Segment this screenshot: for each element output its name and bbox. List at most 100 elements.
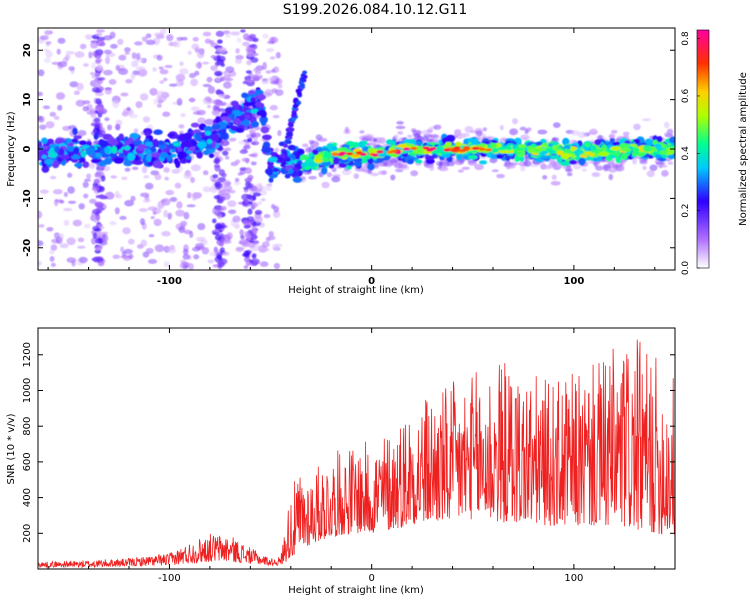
spectrogram-cell xyxy=(57,104,63,111)
spectrogram-cell xyxy=(126,106,131,111)
spectrogram-cell xyxy=(133,140,142,146)
spectrogram-cell xyxy=(183,172,193,180)
spectrogram-cell xyxy=(370,172,379,177)
spectrogram-cell xyxy=(396,121,404,125)
spectrogram-cell xyxy=(77,130,87,137)
spectrogram-cell xyxy=(457,169,464,173)
spectrogram-cell xyxy=(54,138,64,145)
spectrogram-cell xyxy=(364,133,374,140)
spectrogram-cell xyxy=(434,146,445,152)
spectrogram-cell xyxy=(105,56,110,65)
spectrogram-cell xyxy=(217,260,223,266)
spectrogram-cell xyxy=(180,113,186,118)
spectrogram-cell xyxy=(53,115,60,120)
spectrogram-cell xyxy=(225,155,230,160)
spectrogram-cell xyxy=(254,215,263,223)
spectrogram-cell xyxy=(333,157,340,165)
spectrogram-cell xyxy=(182,253,191,260)
spectrogram-cell xyxy=(188,97,196,103)
spectrogram-cell xyxy=(459,133,467,139)
colorbar-tick-label: 0.8 xyxy=(681,31,691,46)
spectrogram-cell xyxy=(519,126,527,131)
spectrogram-cell xyxy=(547,149,557,154)
snr-ytick-label: 200 xyxy=(22,524,33,543)
spectrogram-cell xyxy=(82,106,90,112)
spectrogram-cell xyxy=(251,254,257,259)
spectrogram-cell xyxy=(95,32,103,37)
spectrogram-cell xyxy=(274,147,280,153)
spectrogram-cell xyxy=(212,218,217,224)
spectrogram-cell xyxy=(41,154,47,159)
spectrogram-cell xyxy=(49,249,55,255)
spectrogram-cell xyxy=(214,182,223,190)
spectrogram-cell xyxy=(265,167,274,176)
spectrogram-cell xyxy=(490,142,498,149)
spectrogram-cell xyxy=(632,157,638,165)
spectrogram-cell xyxy=(359,130,365,134)
spectrogram-cell xyxy=(38,210,43,219)
spectrogram-cell xyxy=(147,259,158,264)
spectrogram-cell xyxy=(96,230,103,238)
spectrogram-cell xyxy=(140,218,145,226)
spectrogram-cell xyxy=(362,146,369,153)
spectrogram-cell xyxy=(260,126,270,134)
spectrogram-cell xyxy=(190,122,200,128)
spectrogram-cell xyxy=(94,117,101,124)
spectrogram-cell xyxy=(63,219,70,226)
spectrogram-ytick-label: -10 xyxy=(22,189,33,207)
spectrogram-cell xyxy=(94,52,102,59)
spectrogram-cell xyxy=(124,145,131,151)
spectrogram-cell xyxy=(397,164,408,169)
spectrogram-cell xyxy=(495,154,504,159)
spectrogram-cell xyxy=(124,167,131,172)
spectrogram-cell xyxy=(619,143,630,149)
spectrogram-cell xyxy=(107,124,113,131)
spectrogram-cell xyxy=(121,176,128,181)
spectrogram-cell xyxy=(72,127,78,136)
spectrogram-cell xyxy=(97,58,103,62)
spectrogram-cell xyxy=(245,167,252,175)
spectrogram-cell xyxy=(53,189,63,195)
spectrogram-cell xyxy=(245,134,252,139)
spectrogram-cell xyxy=(291,117,297,122)
spectrogram-cell xyxy=(228,209,237,215)
spectrogram-cell xyxy=(193,254,200,260)
spectrogram-cell xyxy=(300,83,305,87)
spectrogram-cell xyxy=(227,200,237,208)
spectrogram-cell xyxy=(146,154,152,163)
spectrogram-cell xyxy=(183,132,193,140)
spectrogram-cell xyxy=(286,131,292,136)
spectrogram-cell xyxy=(182,140,193,148)
spectrogram-cell xyxy=(413,148,424,154)
spectrogram-cell xyxy=(277,130,282,137)
spectrogram-cell xyxy=(429,134,439,138)
spectrogram-cell xyxy=(55,92,66,100)
spectrogram-cell xyxy=(159,80,165,84)
spectrogram-cell xyxy=(573,149,584,155)
spectrogram-cell xyxy=(474,163,484,171)
spectrogram-cell xyxy=(206,76,213,83)
spectrogram-ytick-label: 20 xyxy=(22,43,33,57)
spectrogram-cell xyxy=(661,170,669,177)
spectrogram-cell xyxy=(438,167,449,172)
spectrogram-cell xyxy=(118,54,127,61)
spectrogram-cell xyxy=(197,223,206,231)
spectrogram-cell xyxy=(165,189,175,196)
spectrogram-cell xyxy=(390,174,396,181)
spectrogram-cell xyxy=(66,257,77,263)
spectrogram-cell xyxy=(246,60,252,66)
spectrogram-cell xyxy=(222,185,233,192)
spectrogram-cell xyxy=(331,166,337,173)
spectrogram-cell xyxy=(123,160,133,167)
spectrogram-cell xyxy=(215,30,225,37)
spectrogram-cell xyxy=(43,58,51,63)
spectrogram-cell xyxy=(212,232,220,236)
spectrogram-cell xyxy=(302,143,309,148)
spectrogram-cell xyxy=(523,160,532,167)
spectrogram-cell xyxy=(482,127,488,132)
spectrogram-cell xyxy=(221,173,227,178)
spectrogram-cell xyxy=(243,225,252,229)
spectrogram-cell xyxy=(101,140,109,148)
spectrogram-cell xyxy=(480,152,487,158)
spectrogram-cell xyxy=(475,130,483,137)
